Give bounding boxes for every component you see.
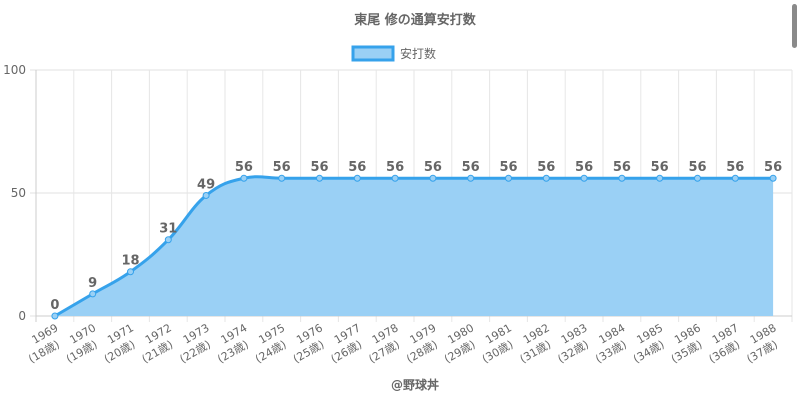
x-tick-label: 1980(29歳) [442, 321, 478, 366]
data-label: 56 [575, 160, 593, 175]
data-label: 56 [537, 160, 555, 175]
data-point [391, 174, 399, 182]
data-point [542, 174, 550, 182]
data-point [164, 236, 172, 244]
data-label: 0 [50, 298, 59, 313]
series-line [54, 175, 774, 318]
data-point [731, 174, 739, 182]
data-point [127, 268, 134, 276]
data-label: 56 [348, 160, 366, 175]
x-tick-label: 1979(28歳) [404, 321, 440, 366]
data-label: 56 [386, 160, 404, 175]
data-point [202, 191, 210, 199]
x-tick-label: 1978(27歳) [366, 321, 402, 366]
x-tick-label: 1986(35歳) [669, 321, 705, 366]
data-label: 56 [726, 160, 744, 175]
data-label: 56 [499, 160, 517, 175]
legend[interactable]: 安打数 [351, 45, 436, 62]
data-point [656, 174, 664, 182]
x-tick-label: 1984(33歳) [593, 321, 629, 366]
data-label: 9 [88, 276, 97, 291]
footer-credit: @野球丼 [391, 377, 439, 392]
data-label: 56 [613, 160, 631, 175]
x-tick-label: 1983(32歳) [555, 321, 591, 366]
x-tick-label: 1982(31歳) [518, 321, 554, 366]
x-tick-label: 1985(34歳) [631, 321, 667, 366]
data-point [51, 312, 59, 320]
data-label: 56 [310, 160, 328, 175]
data-label: 56 [235, 160, 253, 175]
x-tick-label: 1970(19歳) [64, 321, 100, 366]
y-tick-label: 100 [3, 63, 26, 77]
legend-swatch [351, 45, 395, 62]
x-tick-label: 1987(36歳) [707, 321, 743, 366]
x-tick-label: 1977(26歳) [329, 321, 365, 366]
data-point [505, 174, 512, 182]
data-point [429, 174, 437, 182]
y-tick-label: 50 [11, 186, 26, 200]
data-point [694, 174, 701, 182]
y-tick-label: 0 [18, 309, 26, 323]
x-tick-label: 1972(21歳) [140, 321, 176, 366]
data-label: 56 [688, 160, 706, 175]
data-label: 18 [121, 254, 139, 269]
data-label: 56 [462, 160, 480, 175]
data-label: 56 [651, 160, 669, 175]
legend-label: 安打数 [400, 46, 436, 61]
data-point [580, 174, 588, 182]
x-tick-label: 1973(22歳) [177, 321, 213, 366]
data-point [467, 174, 475, 182]
x-tick-label: 1988(37歳) [744, 321, 780, 366]
x-tick-label: 1976(25歳) [291, 321, 327, 366]
data-point [278, 174, 286, 182]
data-label: 56 [764, 160, 782, 175]
data-point [618, 174, 626, 182]
x-tick-label: 1975(24歳) [253, 321, 289, 366]
data-point [316, 174, 323, 182]
data-label: 56 [424, 160, 442, 175]
data-point [89, 290, 97, 298]
x-tick-label: 1971(20歳) [102, 321, 138, 366]
x-tick-label: 1981(30歳) [480, 321, 516, 366]
x-tick-label: 1974(23歳) [215, 321, 251, 366]
chart-title: 東尾 修の通算安打数 [354, 12, 477, 28]
data-label: 49 [197, 177, 215, 192]
data-point [769, 174, 777, 182]
data-label: 31 [159, 222, 177, 237]
data-label: 56 [273, 160, 291, 175]
series-area [54, 176, 774, 316]
x-tick-label: 1969(18歳) [26, 321, 62, 366]
scrollbar[interactable] [792, 4, 797, 48]
data-point [240, 174, 248, 182]
data-point [353, 174, 361, 182]
